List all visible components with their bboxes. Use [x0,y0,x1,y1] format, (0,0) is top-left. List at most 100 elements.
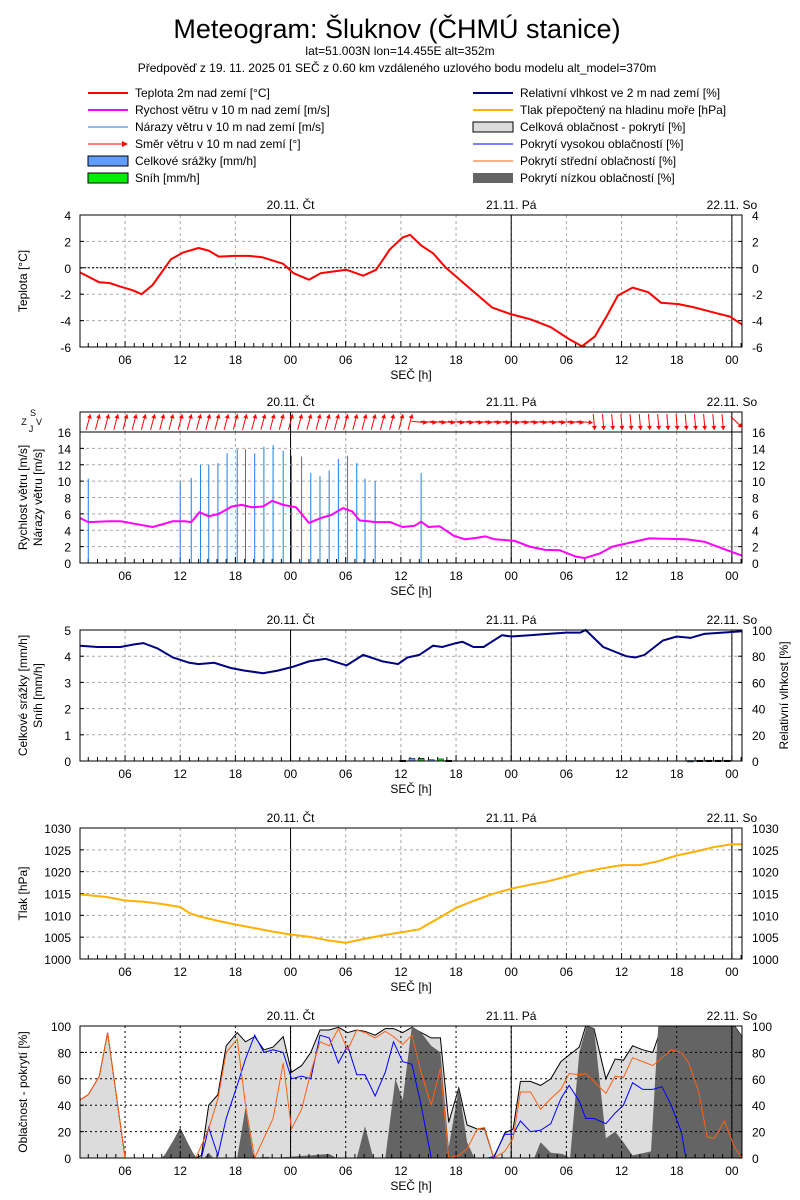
y-tick-label: 12 [58,459,72,473]
wind-direction-arrow [683,413,689,431]
x-tick-label: 18 [229,1164,243,1178]
x-tick-label: 12 [615,353,629,367]
plot-frame [79,1025,743,1159]
wind-direction-arrow [104,414,111,430]
wind-direction-arrow [324,414,331,430]
y-tick-label-right: 1010 [752,909,779,923]
wind-direction-arrow [177,414,184,430]
y-tick-label: 1020 [44,866,71,880]
y-tick-label: 0 [64,1152,71,1166]
wind-direction-arrow [438,419,455,425]
x-tick-label: 00 [505,569,519,583]
y2-tick-label: 60 [752,676,766,690]
wind-direction-arrow [131,414,138,430]
day-label: 22.11. So [707,198,758,212]
wind-direction-arrow [665,413,671,431]
x-tick-label: 00 [725,767,739,781]
y-tick-label-right: 1005 [752,931,779,945]
y-tick-label: 2 [64,235,71,249]
legend-item: Celkové srážky [mm/h] [87,154,256,168]
legend-item: Pokrytí nízkou oblačností [%] [473,171,675,185]
x-tick-label: 12 [394,1164,408,1178]
y-axis-label: Celkové srážky [mm/h] [16,635,30,756]
y-axis-label: Tlak [hPa] [16,866,30,920]
y-tick-label-right: -4 [752,315,763,329]
day-label: 20.11. Čt [267,394,315,409]
wind-direction-arrow [168,414,175,430]
wind-direction-arrow [333,414,340,430]
low-cloud-area [80,1026,742,1158]
day-label: 22.11. So [707,613,758,627]
y-tick-label-right: -2 [752,288,763,302]
x-tick-label: 00 [284,965,298,979]
wind-direction-arrow [287,414,295,430]
x-tick-label: 06 [339,1164,353,1178]
wind-direction-arrow [610,413,616,431]
wind-direction-arrow [494,419,511,425]
wind-direction-arrow [711,413,717,431]
day-label: 20.11. Čt [267,197,315,212]
legend-item: Celková oblačnost - pokrytí [%] [472,120,685,134]
legend-swatch [87,172,129,184]
x-tick-label: 06 [118,965,132,979]
wind-direction-arrow [315,414,322,430]
y-tick-label: 14 [58,442,72,456]
wind-direction-arrow [656,413,662,431]
x-tick-label: 06 [118,353,132,367]
y-tick-label-right: 4 [752,209,759,223]
day-label: 21.11. Pá [486,395,537,409]
x-tick-label: 00 [725,569,739,583]
y2-tick-label: 80 [752,650,766,664]
plot-frame [79,214,743,348]
x-axis-label: SEČ [h] [390,781,431,796]
x-axis-label: SEČ [h] [390,979,431,994]
wind-direction-arrow [475,419,492,425]
x-axis-label: SEČ [h] [390,583,431,598]
x-tick-label: 12 [174,1164,188,1178]
wind-direction-arrow [352,414,359,430]
y-tick-label: 1025 [44,844,71,858]
legend-label: Celkové srážky [mm/h] [135,154,256,168]
x-tick-label: 12 [394,965,408,979]
x-tick-label: 18 [229,767,243,781]
day-label: 21.11. Pá [486,613,537,627]
wind-direction-arrow [720,413,726,431]
wind-direction-arrow [567,419,584,425]
y-tick-label: 1030 [44,822,71,836]
y-axis-label: Sníh [mm/h] [31,663,45,728]
wind-direction-strip [79,411,743,433]
x-tick-label: 12 [615,965,629,979]
wind-direction-arrow [361,414,368,430]
y-tick-label: 60 [58,1073,72,1087]
x-tick-label: 18 [229,569,243,583]
x-tick-label: 06 [560,353,574,367]
y-tick-label-right: 20 [752,1126,766,1140]
y-axis-label: Rychlost větru [m/s] [16,445,30,550]
wind-direction-arrow [601,413,607,431]
y-tick-label-right: 40 [752,1099,766,1113]
y-tick-label: 0 [64,755,71,769]
x-tick-label: 00 [505,1164,519,1178]
legend-item: Pokrytí vysokou oblačností [%] [473,137,683,151]
x-tick-label: 06 [339,965,353,979]
panel-pressure: 20.11. Čt 21.11. Pá 22.11. So 06 12 18 00 06 12 1… [16,810,779,994]
y-tick-label-right: 60 [752,1073,766,1087]
y-tick-label-right: 100 [752,1020,772,1034]
plot-area [79,1025,743,1160]
y-tick-label-right: 6 [752,508,759,522]
wind-direction-arrow [113,414,120,430]
y-tick-label-right: 2 [752,541,759,555]
y-tick-label-right: 1000 [752,953,779,967]
x-tick-label: 18 [670,767,684,781]
legend-swatch [473,173,513,183]
y-tick-label-right: 1025 [752,844,779,858]
wind-direction-arrow [159,414,166,430]
y-tick-label: 3 [64,676,71,690]
wind-direction-arrow [420,419,437,425]
legend-label: Směr větru v 10 m nad zemí [°] [135,137,301,151]
wind-direction-arrow [269,414,276,430]
x-tick-label: 00 [725,1164,739,1178]
day-label: 22.11. So [707,395,758,409]
y-tick-label-right: 10 [752,475,766,489]
